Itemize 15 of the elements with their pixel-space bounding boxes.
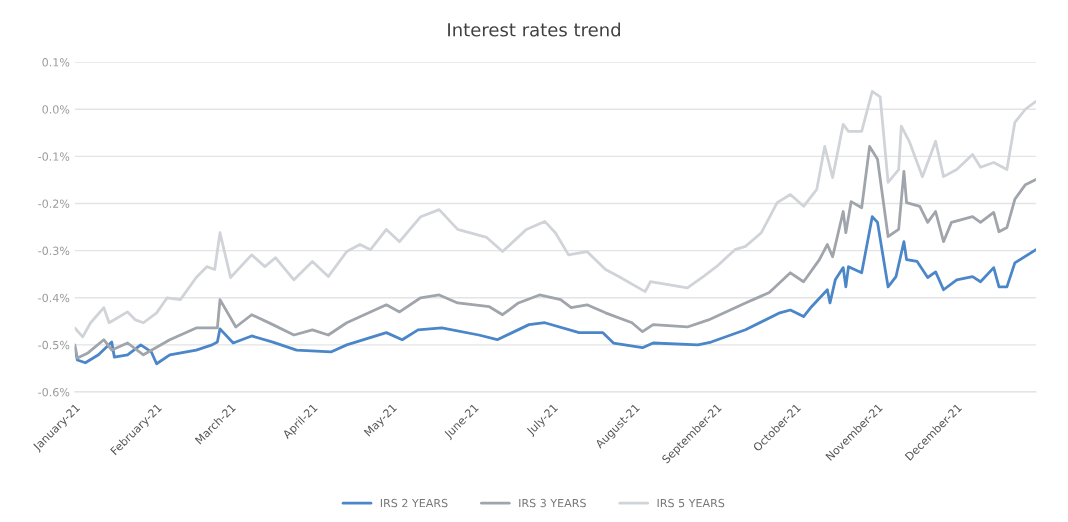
y-tick-label: -0.3% xyxy=(38,246,70,256)
y-tick-label: -0.2% xyxy=(38,199,70,208)
legend-label: IRS 5 YEARS xyxy=(657,498,725,508)
line-series xyxy=(74,215,1036,366)
legend-label: IRS 2 YEARS xyxy=(380,498,448,508)
line-series xyxy=(74,89,1036,339)
y-tick-label: -0.4% xyxy=(38,293,70,303)
y-tick-label: 0.1% xyxy=(42,58,70,67)
y-tick-label: -0.6% xyxy=(38,388,70,397)
chart-title: Interest rates trend xyxy=(448,22,620,37)
y-tick-label: 0.0% xyxy=(42,105,70,114)
y-tick-label: -0.1% xyxy=(38,152,70,161)
line-series xyxy=(74,145,1036,360)
y-tick-label: -0.5% xyxy=(38,340,70,350)
legend-label: IRS 3 YEARS xyxy=(519,498,586,508)
